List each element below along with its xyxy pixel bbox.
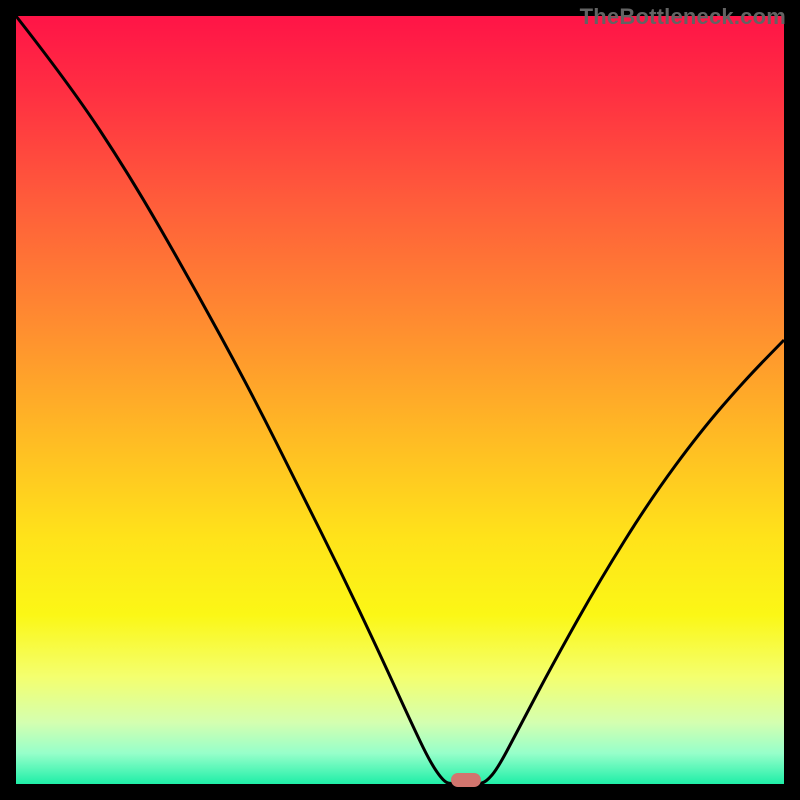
watermark-text: TheBottleneck.com xyxy=(580,4,786,30)
chart-frame: TheBottleneck.com xyxy=(0,0,800,800)
bottleneck-chart xyxy=(0,0,800,800)
plot-background xyxy=(16,16,784,784)
optimal-marker xyxy=(451,773,481,787)
